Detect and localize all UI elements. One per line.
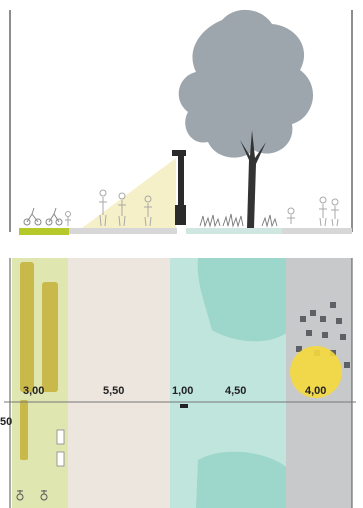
pedestrian-icon <box>65 189 339 227</box>
dimension-label-5-5: 5,50 <box>103 385 125 397</box>
shrub-icon <box>199 213 278 228</box>
lime-strip <box>19 228 69 235</box>
ground-line <box>69 228 177 234</box>
tree-crown-plan <box>290 346 342 398</box>
edge-label: 50 <box>0 416 13 428</box>
cross-section <box>9 9 353 235</box>
dimension-label-3: 3,00 <box>23 385 45 397</box>
bicycle-icon <box>16 490 48 501</box>
ground-planted <box>186 228 282 234</box>
dimension-label-4: 4,00 <box>305 385 327 397</box>
bicycle-icon <box>23 207 63 226</box>
planted-zone-mid <box>196 258 290 508</box>
tree-icon <box>178 9 314 158</box>
street-lamp-icon <box>172 150 186 225</box>
dimension-marker <box>180 404 188 408</box>
ground-right <box>282 228 352 234</box>
tree-trunk <box>240 130 266 228</box>
light-cone <box>82 158 176 228</box>
planting-dots <box>20 262 58 460</box>
dimension-label-4-5: 4,50 <box>225 385 247 397</box>
footpath <box>68 258 178 508</box>
bollard-icons <box>56 429 65 467</box>
dimension-label-1: 1,00 <box>172 385 194 397</box>
